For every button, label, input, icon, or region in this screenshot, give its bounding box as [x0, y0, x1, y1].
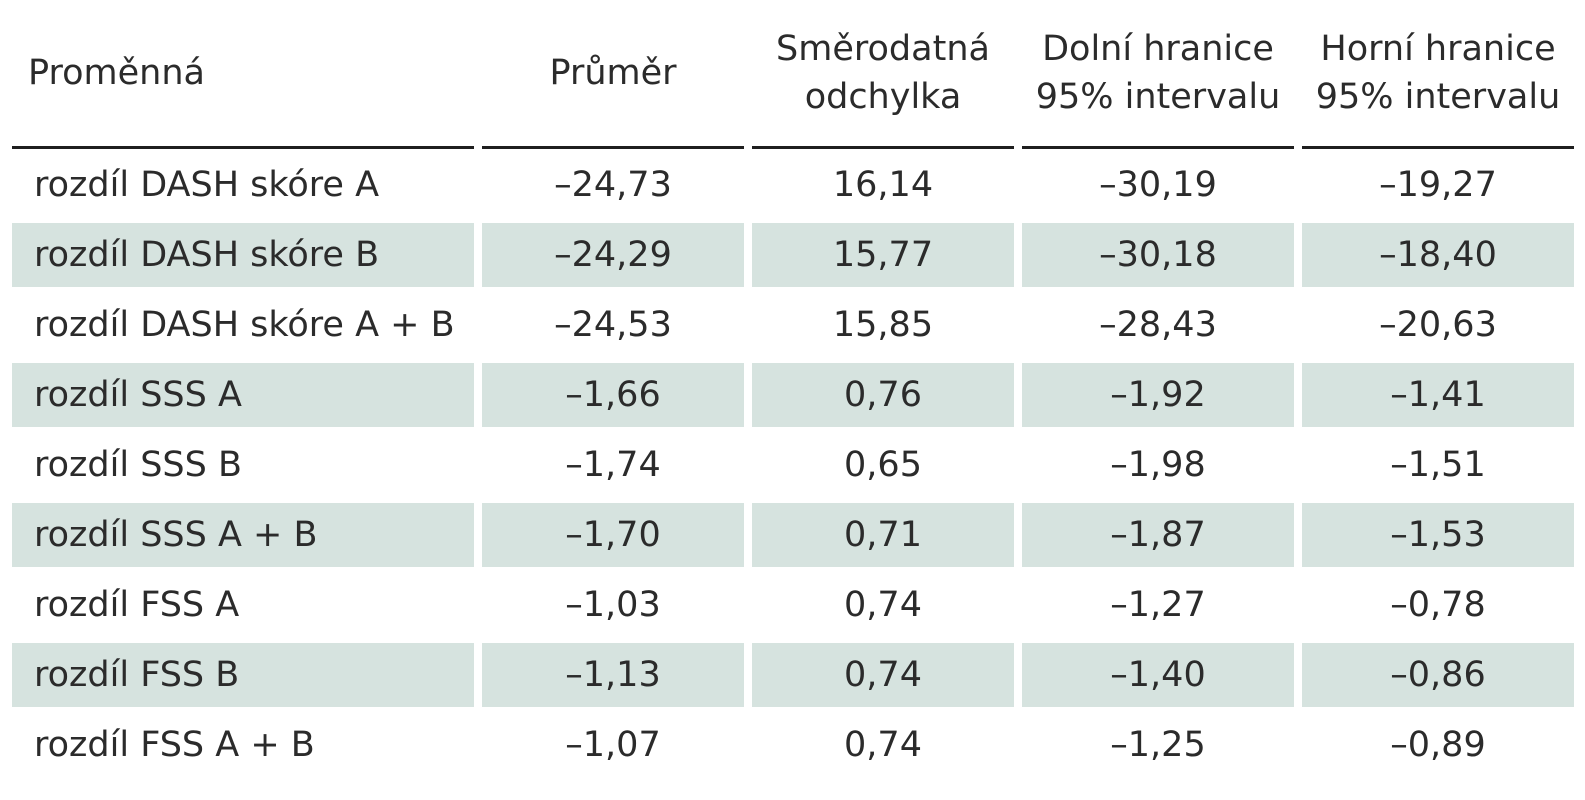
- table-body: rozdíl DASH skóre A –24,73 16,14 –30,19 –19,…: [12, 149, 1574, 780]
- table-row: rozdíl DASH skóre A + B –24,53 15,85 –28,43…: [12, 290, 1574, 360]
- row-upper-ci: –0,86: [1302, 640, 1574, 710]
- row-mean: –1,74: [482, 430, 744, 500]
- row-mean: –24,53: [482, 290, 744, 360]
- row-label: rozdíl DASH skóre A + B: [12, 290, 474, 360]
- row-mean: –24,29: [482, 220, 744, 290]
- row-upper-ci: –18,40: [1302, 220, 1574, 290]
- row-sd: 15,85: [752, 290, 1014, 360]
- row-mean: –24,73: [482, 149, 744, 220]
- row-sd: 0,74: [752, 640, 1014, 710]
- header-variable: Proměnná: [12, 0, 474, 149]
- row-mean: –1,66: [482, 360, 744, 430]
- row-upper-ci: –0,89: [1302, 710, 1574, 780]
- row-label: rozdíl SSS A + B: [12, 500, 474, 570]
- table-row: rozdíl DASH skóre A –24,73 16,14 –30,19 –19,…: [12, 149, 1574, 220]
- row-lower-ci: –1,40: [1022, 640, 1294, 710]
- row-upper-ci: –1,51: [1302, 430, 1574, 500]
- row-mean: –1,70: [482, 500, 744, 570]
- table-row: rozdíl FSS A + B –1,07 0,74 –1,25 –0,89: [12, 710, 1574, 780]
- row-sd: 0,71: [752, 500, 1014, 570]
- header-lower-ci: Dolní hranice 95% intervalu: [1022, 0, 1294, 149]
- row-label: rozdíl SSS A: [12, 360, 474, 430]
- row-upper-ci: –1,53: [1302, 500, 1574, 570]
- header-sd: Směrodatná odchylka: [752, 0, 1014, 149]
- row-mean: –1,07: [482, 710, 744, 780]
- row-label: rozdíl FSS B: [12, 640, 474, 710]
- row-lower-ci: –1,87: [1022, 500, 1294, 570]
- row-lower-ci: –28,43: [1022, 290, 1294, 360]
- table-header: Proměnná Průměr Směrodatná odchylka Doln…: [12, 0, 1574, 149]
- table-row: rozdíl SSS A –1,66 0,76 –1,92 –1,41: [12, 360, 1574, 430]
- row-sd: 0,76: [752, 360, 1014, 430]
- statistics-table: Proměnná Průměr Směrodatná odchylka Doln…: [4, 0, 1582, 780]
- table-row: rozdíl FSS A –1,03 0,74 –1,27 –0,78: [12, 570, 1574, 640]
- table-row: rozdíl DASH skóre B –24,29 15,77 –30,18 –18,…: [12, 220, 1574, 290]
- row-label: rozdíl DASH skóre B: [12, 220, 474, 290]
- row-lower-ci: –30,18: [1022, 220, 1294, 290]
- row-mean: –1,03: [482, 570, 744, 640]
- row-sd: 0,65: [752, 430, 1014, 500]
- row-label: rozdíl FSS A + B: [12, 710, 474, 780]
- header-upper-ci: Horní hranice 95% intervalu: [1302, 0, 1574, 149]
- row-mean: –1,13: [482, 640, 744, 710]
- row-label: rozdíl FSS A: [12, 570, 474, 640]
- row-lower-ci: –30,19: [1022, 149, 1294, 220]
- table-row: rozdíl FSS B –1,13 0,74 –1,40 –0,86: [12, 640, 1574, 710]
- row-upper-ci: –1,41: [1302, 360, 1574, 430]
- table-row: rozdíl SSS B –1,74 0,65 –1,98 –1,51: [12, 430, 1574, 500]
- row-sd: 0,74: [752, 710, 1014, 780]
- row-upper-ci: –19,27: [1302, 149, 1574, 220]
- row-upper-ci: –0,78: [1302, 570, 1574, 640]
- row-lower-ci: –1,92: [1022, 360, 1294, 430]
- row-upper-ci: –20,63: [1302, 290, 1574, 360]
- row-label: rozdíl DASH skóre A: [12, 149, 474, 220]
- row-sd: 15,77: [752, 220, 1014, 290]
- header-mean: Průměr: [482, 0, 744, 149]
- row-sd: 0,74: [752, 570, 1014, 640]
- table-row: rozdíl SSS A + B –1,70 0,71 –1,87 –1,53: [12, 500, 1574, 570]
- row-lower-ci: –1,27: [1022, 570, 1294, 640]
- row-sd: 16,14: [752, 149, 1014, 220]
- row-label: rozdíl SSS B: [12, 430, 474, 500]
- row-lower-ci: –1,98: [1022, 430, 1294, 500]
- header-row: Proměnná Průměr Směrodatná odchylka Doln…: [12, 0, 1574, 149]
- row-lower-ci: –1,25: [1022, 710, 1294, 780]
